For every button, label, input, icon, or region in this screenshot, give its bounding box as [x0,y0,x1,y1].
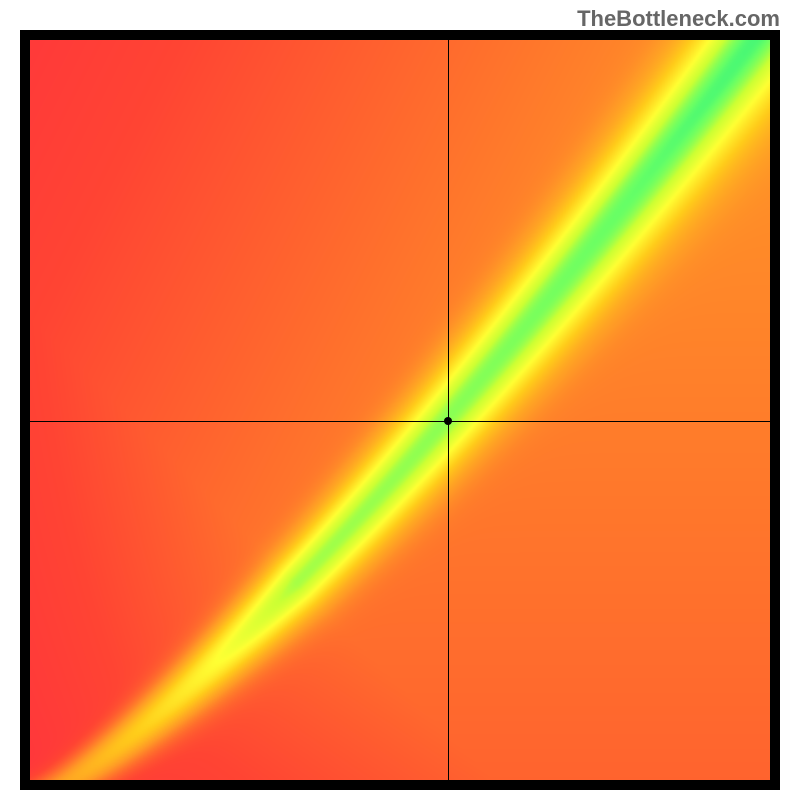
heatmap-plot [30,40,770,780]
crosshair-horizontal [30,421,770,422]
watermark-text: TheBottleneck.com [577,6,780,32]
crosshair-vertical [448,40,449,780]
chart-container [20,30,780,790]
heatmap-canvas [30,40,770,780]
marker-point [444,417,452,425]
